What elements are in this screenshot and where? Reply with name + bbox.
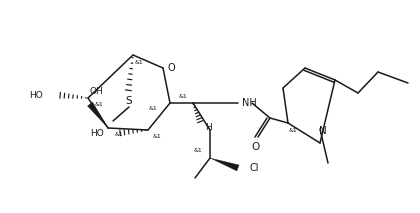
Text: HO: HO [90,128,104,138]
Polygon shape [87,102,108,128]
Text: &1: &1 [178,94,187,98]
Text: &1: &1 [152,134,161,140]
Text: &1: &1 [289,128,297,132]
Text: HO: HO [29,91,43,99]
Text: S: S [126,96,132,106]
Text: OH: OH [89,88,103,96]
Text: &1: &1 [149,106,158,111]
Text: NH: NH [242,98,257,108]
Text: &1: &1 [135,60,143,66]
Text: &1: &1 [115,131,123,137]
Polygon shape [210,158,239,171]
Text: O: O [251,142,259,152]
Text: H: H [205,122,211,131]
Text: &1: &1 [94,102,103,106]
Text: O: O [167,63,175,73]
Text: &1: &1 [194,147,202,153]
Text: Cl: Cl [250,163,260,173]
Text: N: N [319,126,327,136]
